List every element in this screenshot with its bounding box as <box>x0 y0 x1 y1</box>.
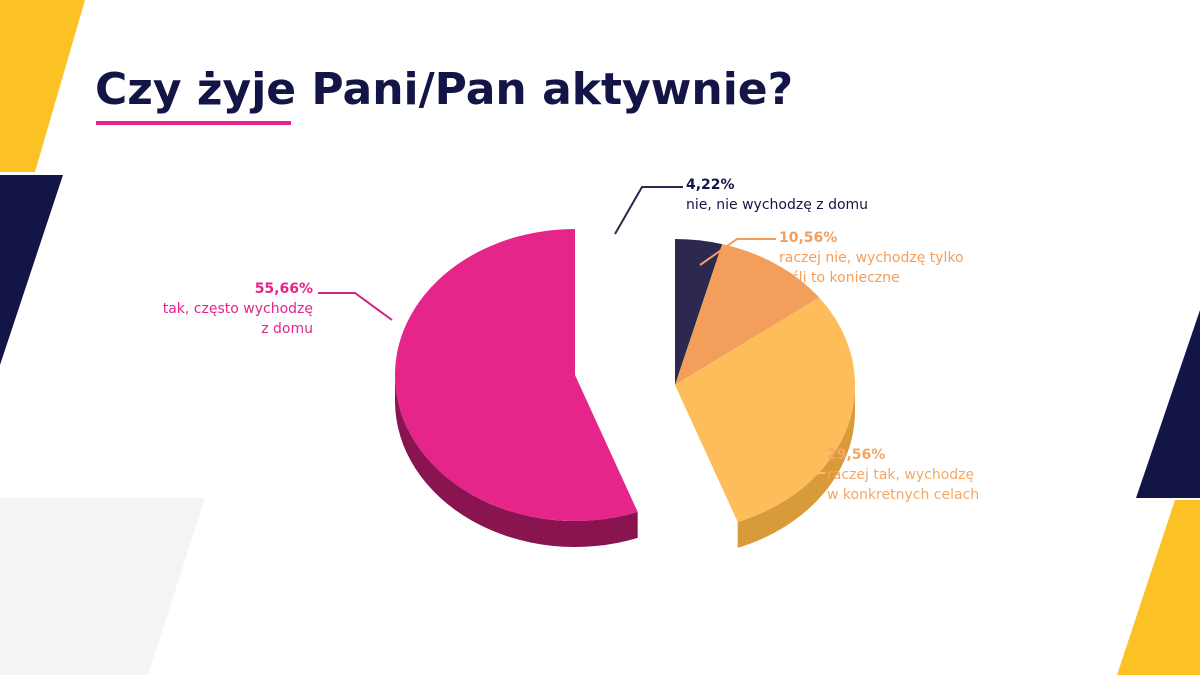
pie-label-percent: 29,56% <box>827 447 886 463</box>
pie-label-text: jeśli to konieczne <box>779 270 900 286</box>
leader-line <box>699 238 776 266</box>
pie-slice <box>394 229 638 521</box>
slide-title: Czy żyje Pani/Pan aktywnie? <box>95 64 794 115</box>
leader-line <box>762 424 825 474</box>
right-navy-shape <box>1136 310 1200 498</box>
pie-slice <box>675 297 855 522</box>
pie-label: 4,22% nie, nie wychodzę z domu <box>686 175 868 215</box>
pie-slice <box>675 244 820 385</box>
leader-line <box>318 292 393 321</box>
pie-label-percent: 4,22% <box>686 177 735 193</box>
title-underline <box>96 121 291 125</box>
pie-slice-side <box>737 385 855 548</box>
pie-label-text: raczej nie, wychodzę tylko <box>779 250 964 266</box>
pie-label-text: z domu <box>261 321 313 337</box>
pie-label: 29,56% raczej tak, wychodzę w konkretnych … <box>827 445 979 505</box>
pie-label-text: w konkretnych celach <box>827 487 980 503</box>
pie-slice <box>675 239 723 385</box>
pie-label: 10,56% raczej nie, wychodzę tylko jeśli to… <box>779 228 964 288</box>
left-navy-shape <box>0 175 63 365</box>
leader-line <box>614 186 683 235</box>
pie-label-text: raczej tak, wychodzę <box>827 467 975 483</box>
pie-slice-side <box>395 375 638 547</box>
pie-label-text: tak, często wychodzę <box>162 301 313 317</box>
pie-label-text: nie, nie wychodzę z domu <box>686 197 869 213</box>
top-left-yellow-shape <box>0 0 85 172</box>
pie-label-percent: 55,66% <box>254 281 313 297</box>
bottom-right-yellow-shape <box>1117 500 1200 675</box>
pie-label-percent: 10,56% <box>779 230 838 246</box>
pie-label: 55,66% tak, często wychodzę z domu <box>163 279 313 339</box>
bottom-left-gray-shape <box>0 498 205 675</box>
